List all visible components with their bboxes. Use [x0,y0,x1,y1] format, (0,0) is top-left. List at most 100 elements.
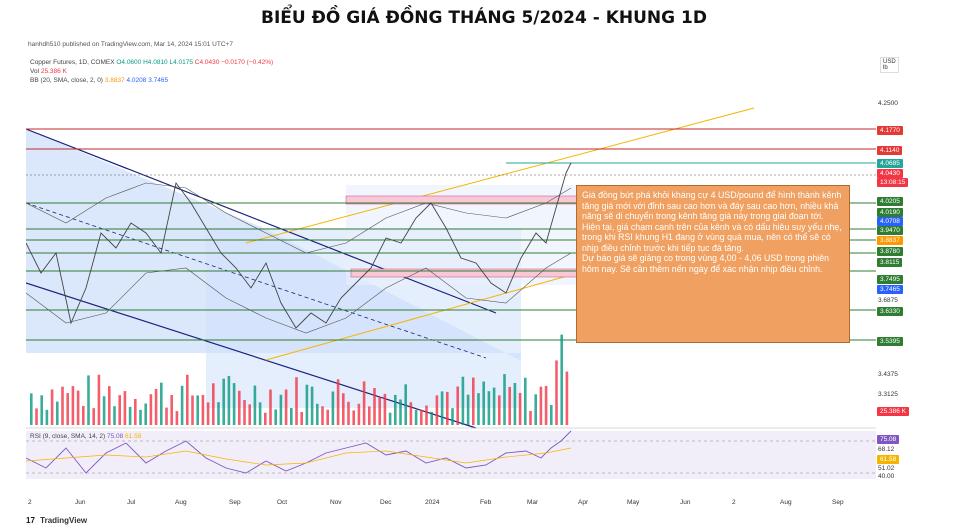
x-tick: May [627,499,640,506]
volume-bar [420,409,423,425]
volume-bar [253,385,257,425]
volume-bar [461,376,465,425]
volume-bar [316,403,319,425]
volume-bar [550,404,553,425]
price-tag: 4.0708 [877,217,903,226]
volume-bar [290,407,293,425]
volume-bar [264,412,267,425]
rsi-value: 75.08 [106,433,124,440]
volume-bar [154,388,158,425]
volume-bar [217,402,220,425]
volume-bar [404,384,407,425]
ascending-top-line [245,107,755,244]
volume-bar [201,394,205,425]
volume-bar [560,334,563,425]
price-tag: 3.7495 [877,275,903,284]
volume-bar [456,386,459,425]
rsi-tick: 51.02 [878,465,895,472]
volume-bar [165,407,168,425]
volume-bar [76,390,80,425]
bb-upper [26,182,572,254]
time-axis[interactable]: 2 Jun Jul Aug Sep Oct Nov Dec 2024 Feb M… [26,497,876,511]
volume-bar [50,389,54,425]
volume-bar [508,386,511,425]
price-tag: 3.8115 [877,258,903,267]
countdown-tag: 13:08:15 [877,178,909,187]
rsi-legend: RSI (9, close, SMA, 14, 2) 75.08 61.58 [30,433,141,440]
volume-bar [139,409,142,425]
legend-high: H4.0810 [143,59,168,66]
volume-bar [321,406,324,425]
currency-selector[interactable]: USD lb [880,57,899,73]
price-tag: 4.1140 [877,146,903,155]
x-tick: Aug [780,499,792,506]
volume-bar [35,408,38,425]
price-tag: 4.1770 [877,126,903,135]
price-tag: 3.9470 [877,226,903,235]
rsi-value-tag: 75.08 [877,435,900,444]
currency-label: USD [883,59,896,65]
legend-open: O4.0600 [116,59,142,66]
volume-bar [565,371,569,425]
volume-bar [134,398,137,425]
x-tick: Dec [380,499,392,506]
volume-bar [394,394,397,425]
volume-bar [82,405,85,425]
x-tick: Jul [127,499,136,506]
x-tick: Sep [229,499,241,506]
volume-bar [232,383,236,425]
volume-bar [430,411,433,425]
volume-bar [425,405,428,425]
price-tag: 3.5395 [877,337,903,346]
x-tick: 2 [28,499,32,506]
price-tag: 4.0685 [877,159,903,168]
volume-bar [113,406,116,425]
legend-symbol: Copper Futures, 1D, COMEX [30,59,115,66]
volume-bar [248,404,251,425]
volume-bar [243,400,246,425]
volume-bar [357,403,361,425]
volume-bar [414,409,418,425]
volume-bar [492,387,496,425]
volume-bar [440,391,444,425]
rsi-panel-bg [26,431,876,479]
legend-bb-mid: 3.8837 [104,77,125,84]
volume-tag: 25.386 K [877,407,910,416]
note-paragraph-3: Dự báo giá sẽ giảng co trong vùng 4,00 -… [582,253,829,274]
volume-bar [513,382,517,425]
volume-bar [336,379,340,425]
volume-bar [472,377,475,425]
volume-bar [300,412,303,425]
volume-bar [544,385,548,425]
support-zone [350,268,597,278]
volume-bar [305,384,309,425]
volume-bar [274,409,277,425]
tradingview-footer[interactable]: 17 TradingView [26,516,87,525]
rsi-label: RSI (9, close, SMA, 14, 2) [30,433,106,440]
volume-bar [87,375,90,425]
legend-close: C4.0430 [194,59,220,66]
price-tick: 3.3125 [878,391,898,398]
tradingview-logo-icon: 17 [26,516,35,525]
price-tag: 3.6330 [877,307,903,316]
currency-unit: lb [883,65,888,71]
volume-bar [61,386,64,425]
volume-bar [186,374,189,425]
volume-bars [30,334,569,425]
x-tick: Oct [277,499,288,506]
rsi-tick: 68.12 [878,446,895,453]
volume-bar [451,408,454,425]
volume-bar [295,377,298,425]
x-tick: Aug [175,499,187,506]
legend-bb-up: 4.0208 [126,77,147,84]
volume-bar [555,360,558,425]
volume-bar [435,395,439,425]
volume-bar [378,396,381,425]
bb-lower [26,252,572,334]
price-axis[interactable]: 4.2500 4.1770 4.1140 4.0685 4.0430 13:08… [876,53,926,515]
x-tick: 2 [732,499,736,506]
rsi-tick: 40.00 [878,473,895,480]
volume-bar [160,382,163,425]
x-tick: Feb [480,499,492,506]
x-tick: Mar [527,499,539,506]
